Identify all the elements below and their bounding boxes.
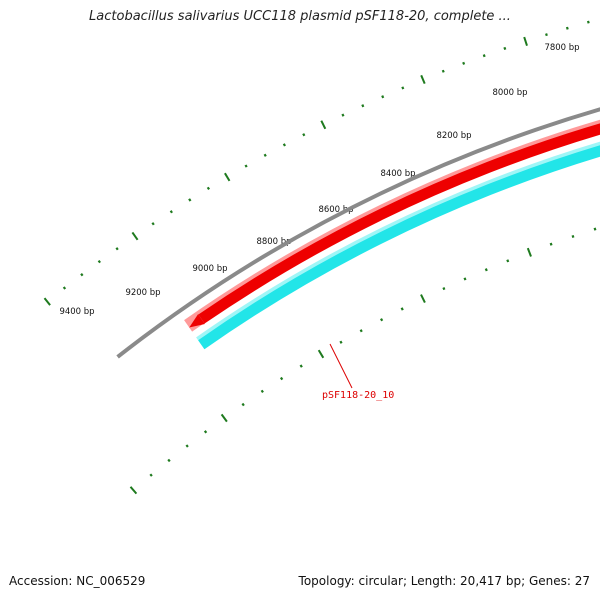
inner-ruler-minor-tick bbox=[484, 268, 488, 272]
outer-ruler-minor-tick bbox=[441, 69, 445, 73]
inner-ruler-minor-tick bbox=[241, 402, 245, 407]
ruler-label: 8800 bp bbox=[256, 237, 291, 247]
inner-ruler-major-tick bbox=[526, 247, 532, 257]
outer-ruler-minor-tick bbox=[188, 198, 192, 202]
topology-summary: Topology: circular; Length: 20,417 bp; G… bbox=[298, 574, 590, 588]
outer-ruler-ticks bbox=[43, 20, 590, 306]
outer-ruler-major-tick bbox=[420, 74, 426, 84]
inner-ruler-major-tick bbox=[220, 413, 228, 423]
outer-ruler-minor-tick bbox=[244, 164, 248, 168]
outer-ruler-major-tick bbox=[224, 172, 231, 182]
inner-ruler-major-tick bbox=[129, 486, 138, 495]
outer-ruler-minor-tick bbox=[361, 104, 365, 108]
outer-ruler-major-tick bbox=[131, 231, 139, 241]
inner-ruler-minor-tick bbox=[593, 227, 597, 231]
map-title: Lactobacillus salivarius UCC118 plasmid … bbox=[89, 9, 511, 24]
outer-ruler-minor-tick bbox=[565, 26, 569, 30]
feature-leader-line bbox=[329, 343, 353, 389]
inner-ruler-minor-tick bbox=[400, 307, 404, 311]
reverse-feature-arc[interactable] bbox=[198, 91, 600, 350]
outer-ruler-minor-tick bbox=[151, 222, 155, 226]
outer-ruler-minor-tick bbox=[586, 20, 590, 24]
ruler-label: 8000 bp bbox=[492, 88, 527, 98]
accession-text: Accession: NC_006529 bbox=[9, 574, 146, 588]
inner-ruler-minor-tick bbox=[167, 458, 171, 463]
inner-ruler-major-tick bbox=[420, 294, 426, 304]
outer-ruler-minor-tick bbox=[80, 273, 84, 277]
outer-ruler-minor-tick bbox=[462, 61, 466, 65]
ruler-label: 9200 bp bbox=[125, 288, 160, 298]
ruler-label: 8200 bp bbox=[436, 131, 471, 141]
outer-ruler-minor-tick bbox=[341, 113, 345, 117]
inner-ruler-minor-tick bbox=[185, 444, 189, 448]
outer-ruler-minor-tick bbox=[482, 54, 486, 58]
ruler-label: 9000 bp bbox=[192, 264, 227, 274]
feature-label[interactable]: pSF118-20_10 bbox=[322, 390, 394, 401]
ruler-label: 8600 bp bbox=[318, 205, 353, 215]
inner-ruler-minor-tick bbox=[299, 364, 303, 368]
inner-ruler-major-tick bbox=[317, 349, 325, 359]
ruler-label: 9400 bp bbox=[59, 307, 94, 317]
inner-ruler-minor-tick bbox=[339, 340, 343, 344]
outer-ruler-major-tick bbox=[43, 297, 51, 306]
inner-ruler-minor-tick bbox=[203, 430, 208, 434]
outer-ruler-major-tick bbox=[523, 36, 528, 47]
inner-ruler-minor-tick bbox=[380, 318, 384, 322]
inner-ruler-minor-tick bbox=[260, 389, 264, 394]
outer-ruler-minor-tick bbox=[381, 95, 385, 99]
forward-feature-arrow[interactable] bbox=[198, 70, 600, 324]
inner-ruler-minor-tick bbox=[149, 473, 153, 477]
outer-ruler-minor-tick bbox=[302, 133, 306, 137]
inner-ruler-minor-tick bbox=[359, 329, 363, 333]
ruler-labels: 7800 bp 8000 bp 8200 bp 8400 bp 8600 bp 8800 … bbox=[59, 43, 579, 317]
forward-feature-arrowhead[interactable] bbox=[189, 314, 205, 328]
outer-ruler-minor-tick bbox=[62, 286, 67, 290]
ruler-label: 8400 bp bbox=[380, 169, 415, 179]
outer-ruler-minor-tick bbox=[545, 33, 548, 37]
inner-ruler-minor-tick bbox=[571, 234, 575, 238]
outer-ruler-minor-tick bbox=[97, 259, 101, 264]
plasmid-backbone bbox=[116, 107, 600, 359]
outer-ruler-minor-tick bbox=[282, 143, 286, 147]
outer-ruler-minor-tick bbox=[206, 186, 211, 191]
inner-ruler-ticks bbox=[129, 227, 597, 495]
outer-ruler-minor-tick bbox=[115, 247, 119, 251]
inner-ruler-minor-tick bbox=[506, 259, 510, 263]
outer-ruler-major-tick bbox=[320, 120, 327, 130]
outer-ruler-minor-tick bbox=[401, 86, 405, 90]
inner-ruler-minor-tick bbox=[463, 277, 467, 281]
outer-ruler-minor-tick bbox=[503, 46, 507, 50]
ruler-label: 7800 bp bbox=[544, 43, 579, 53]
outer-ruler-minor-tick bbox=[169, 210, 173, 214]
outer-ruler-minor-tick bbox=[263, 153, 267, 157]
inner-ruler-minor-tick bbox=[279, 376, 284, 381]
inner-ruler-minor-tick bbox=[549, 242, 553, 246]
inner-ruler-minor-tick bbox=[442, 287, 446, 291]
